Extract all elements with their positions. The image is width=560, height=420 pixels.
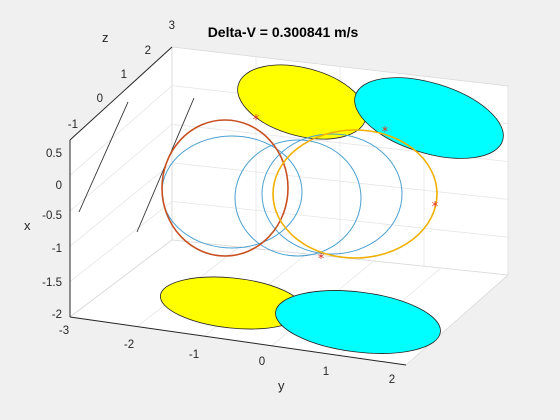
grid-line xyxy=(69,201,173,282)
z-tick-label: -1 xyxy=(68,119,78,131)
orbit-red xyxy=(161,119,289,257)
x-tick-label: -1.5 xyxy=(42,277,62,289)
x-tick-label: -0.5 xyxy=(42,210,62,222)
x-tick-label: 0.5 xyxy=(46,148,62,160)
axis-line-y xyxy=(69,316,407,366)
y-tick-label: -2 xyxy=(124,339,134,351)
projection-line xyxy=(78,101,129,213)
disk-cyan-top xyxy=(354,77,504,159)
y-tick-label: 0 xyxy=(259,356,265,368)
x-tick-label: 0 xyxy=(56,180,62,192)
y-tick-label: -3 xyxy=(59,325,69,337)
chart-title: Delta-V = 0.300841 m/s xyxy=(208,24,359,40)
markers: * * * * xyxy=(253,113,439,267)
grid-line xyxy=(171,201,509,238)
orbit-orange xyxy=(272,129,438,259)
x-axis-label: x xyxy=(24,218,31,233)
z-tick-label: 1 xyxy=(121,69,127,81)
disk-cyan-bottom xyxy=(275,290,441,354)
x-tick-label: -2 xyxy=(52,309,62,321)
y-axis-label: y xyxy=(278,378,285,393)
z-tick-labels: -1 0 1 2 3 xyxy=(68,20,175,131)
z-tick-label: 2 xyxy=(145,45,151,57)
grid-line xyxy=(69,123,173,212)
z-axis-label: z xyxy=(102,30,109,45)
grid-line xyxy=(171,162,509,200)
orbit-blue-2 xyxy=(234,139,362,257)
grid-line xyxy=(69,162,173,247)
y-tick-labels: -3 -2 -1 0 1 2 xyxy=(59,325,395,386)
y-tick-label: 1 xyxy=(323,366,329,378)
orbit-blue-3 xyxy=(261,133,403,255)
x-tick-label: -1 xyxy=(52,243,62,255)
marker-4: * xyxy=(318,252,325,267)
axis-line-z xyxy=(69,46,173,141)
z-tick-label: 0 xyxy=(97,93,103,105)
marker-1: * xyxy=(253,113,260,128)
x-tick-labels: -2 -1.5 -1 -0.5 0 0.5 xyxy=(42,148,62,321)
y-tick-label: -1 xyxy=(189,349,199,361)
y-tick-label: 2 xyxy=(389,374,395,386)
grid-line xyxy=(69,85,173,176)
z-tick-label: 3 xyxy=(169,20,175,32)
marker-3: * xyxy=(432,200,439,215)
marker-2: * xyxy=(382,125,389,140)
